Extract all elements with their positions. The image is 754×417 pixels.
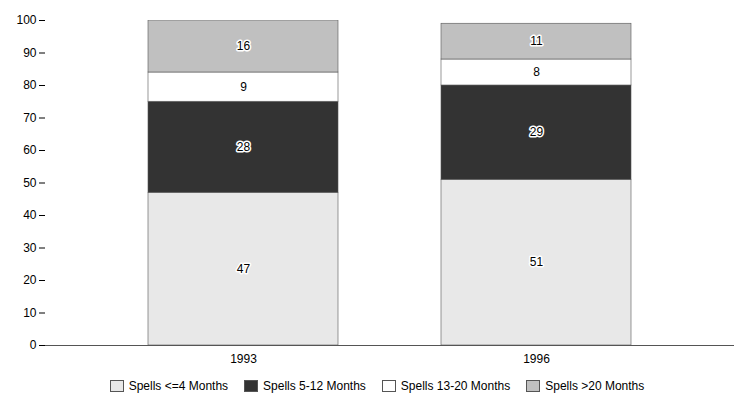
svg-text:30: 30 xyxy=(23,241,37,255)
html-text:Spells <=4 Months: Spells <=4 Months xyxy=(128,379,229,393)
svg-text:90: 90 xyxy=(23,46,37,60)
svg-text:11: 11 xyxy=(530,34,543,48)
svg-text:29: 29 xyxy=(530,125,544,139)
svg-text:1993: 1993 xyxy=(230,352,257,366)
svg-text:20: 20 xyxy=(23,273,37,287)
html-text:Spells >20 Months: Spells >20 Months xyxy=(545,379,645,393)
svg-text:50: 50 xyxy=(23,176,37,190)
html-text:Spells 5-12 Months: Spells 5-12 Months xyxy=(263,379,366,393)
svg-text:100: 100 xyxy=(16,13,36,27)
svg-text:60: 60 xyxy=(23,143,37,157)
svg-text:70: 70 xyxy=(23,111,37,125)
svg-text:16: 16 xyxy=(237,39,251,53)
svg-text:80: 80 xyxy=(23,78,37,92)
svg-text:1996: 1996 xyxy=(523,352,550,366)
svg-text:9: 9 xyxy=(240,80,247,94)
svg-text:8: 8 xyxy=(533,65,540,79)
html-text:Spells 13-20 Months: Spells 13-20 Months xyxy=(400,379,511,393)
svg-text:51: 51 xyxy=(530,255,544,269)
svg-text:10: 10 xyxy=(23,306,37,320)
svg-text:47: 47 xyxy=(237,262,251,276)
svg-text:0: 0 xyxy=(30,338,37,352)
svg-text:28: 28 xyxy=(237,140,251,154)
svg-text:40: 40 xyxy=(23,208,37,222)
